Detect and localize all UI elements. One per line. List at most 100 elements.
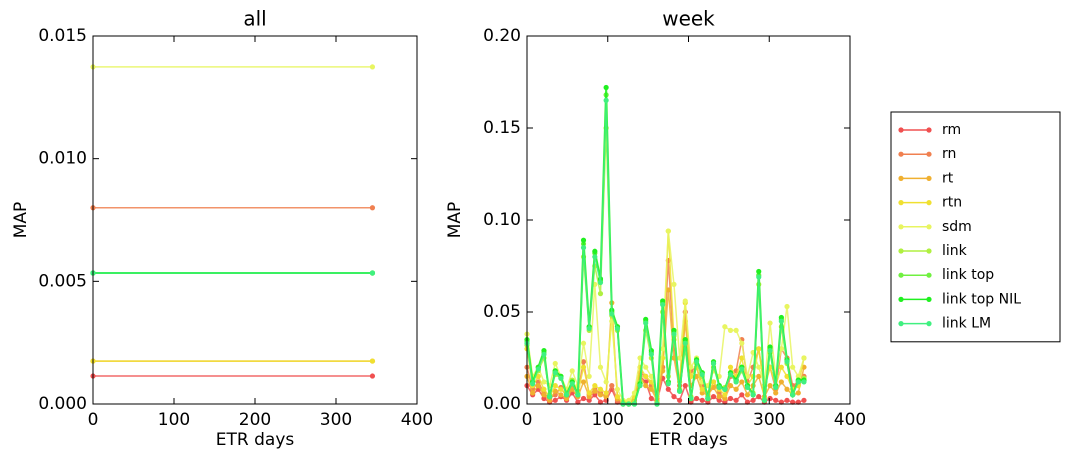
legend-marker [898,151,904,157]
data-point [756,364,762,370]
data-point [671,281,677,287]
data-point [773,397,779,403]
data-point [592,383,598,389]
data-point [756,394,762,400]
data-point [733,327,739,333]
data-point [614,325,621,332]
data-point [750,392,756,398]
data-point [597,392,604,398]
data-point [541,348,547,354]
data-point [744,373,751,379]
data-point [541,379,547,385]
legend-marker [898,127,904,133]
data-point [705,395,711,402]
legend-marker [898,175,904,181]
data-point [609,383,615,389]
data-point [614,394,621,400]
x-tick-label: 100 [158,410,190,430]
data-point [660,346,666,352]
data-point [699,371,705,378]
data-point [569,381,575,387]
data-point [699,390,705,396]
data-point [744,399,751,405]
y-tick-label: 0.20 [483,26,521,46]
data-point [682,340,688,346]
data-point [722,324,728,330]
data-point [558,392,564,398]
data-point [688,395,694,402]
legend-marker [926,127,932,133]
data-point [710,394,717,400]
data-point [552,397,558,403]
plot-frame [92,35,418,405]
y-tick-label: 0.15 [483,118,521,138]
data-point [541,351,547,357]
data-point [580,395,587,402]
y-tick-label: 0.015 [38,26,87,46]
y-tick-label: 0.05 [483,302,521,322]
data-point [739,340,745,346]
data-point [727,383,734,389]
data-point [727,371,734,378]
data-point [682,298,688,304]
data-point [535,366,541,372]
x-axis-label: ETR days [216,430,295,450]
data-point [541,395,547,402]
data-point [778,399,784,405]
data-point [801,355,807,361]
data-point [784,373,790,379]
data-point [722,399,728,405]
y-tick-label: 0.005 [38,271,87,291]
legend-label: rn [942,146,956,162]
legend-label: rtn [942,195,962,211]
data-point [592,392,598,398]
data-point [575,399,581,405]
x-axis-label: ETR days [649,430,728,450]
data-point [767,383,773,389]
legend-label: sdm [942,219,972,235]
data-point [733,379,739,385]
data-point [586,390,592,396]
y-axis-label: MAP [445,202,465,239]
data-point [586,373,592,379]
legend-marker [898,272,904,278]
data-point [671,331,677,337]
legend-marker [926,175,932,181]
data-point [790,392,796,398]
data-point [541,386,547,392]
data-point [795,390,801,396]
data-point [530,381,536,387]
data-point [592,388,598,394]
data-point [773,390,779,396]
data-point [369,205,376,211]
data-point [795,379,801,385]
data-point [671,394,677,400]
data-point [648,373,654,379]
series-line [526,100,804,405]
data-point [778,364,784,370]
data-point [660,298,666,304]
data-point [597,364,604,370]
data-point [586,394,592,400]
legend-marker [926,200,932,206]
data-point [756,268,762,275]
data-point [671,355,677,361]
legend-marker [898,248,904,254]
legend-marker [898,296,904,302]
legend-label: link LM [942,316,991,332]
data-point [784,397,790,403]
data-point [801,397,807,403]
data-point [637,383,643,389]
data-point [575,392,581,398]
legend-label: link top [942,267,994,283]
data-point [648,386,654,392]
legend-label: link top NIL [942,291,1021,307]
y-tick-label: 0.000 [38,394,87,414]
data-point [643,320,649,326]
data-point [665,381,671,387]
data-point [733,386,739,392]
y-axis-label: MAP [11,202,31,239]
data-point [671,327,677,333]
data-point [677,388,683,394]
